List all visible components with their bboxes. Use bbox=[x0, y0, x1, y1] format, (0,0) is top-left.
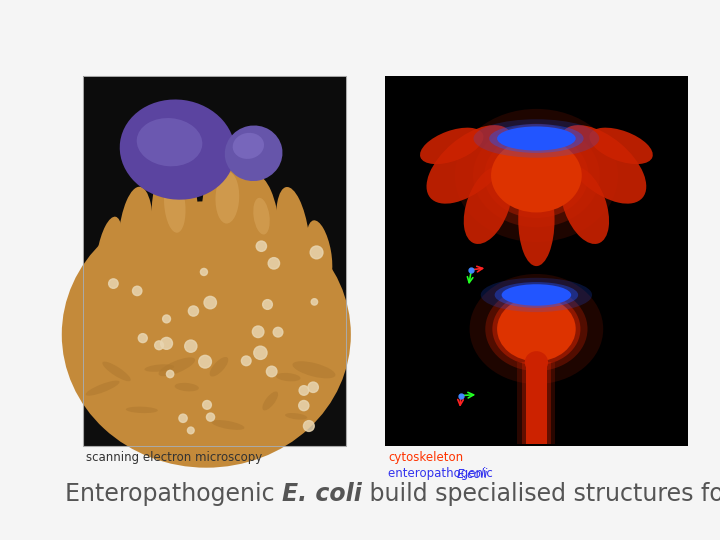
Ellipse shape bbox=[201, 146, 254, 286]
Text: E. coli: E. coli bbox=[282, 482, 362, 506]
Circle shape bbox=[163, 315, 171, 323]
Bar bbox=[518, 362, 555, 444]
Circle shape bbox=[166, 370, 174, 377]
Text: build specialised structures for adhesion: build specialised structures for adhesio… bbox=[362, 482, 720, 506]
Bar bbox=[526, 362, 547, 444]
Circle shape bbox=[263, 300, 272, 309]
Circle shape bbox=[308, 382, 318, 393]
Circle shape bbox=[179, 414, 187, 422]
Ellipse shape bbox=[175, 383, 199, 391]
Ellipse shape bbox=[158, 357, 195, 376]
Ellipse shape bbox=[262, 392, 278, 410]
Ellipse shape bbox=[492, 293, 580, 365]
Ellipse shape bbox=[145, 364, 174, 372]
Ellipse shape bbox=[292, 361, 336, 379]
Ellipse shape bbox=[243, 176, 281, 286]
Ellipse shape bbox=[518, 174, 554, 266]
Ellipse shape bbox=[497, 296, 576, 361]
Text: scanning electron microscopy: scanning electron microscopy bbox=[86, 450, 262, 463]
Ellipse shape bbox=[164, 178, 186, 233]
Circle shape bbox=[202, 401, 212, 409]
Ellipse shape bbox=[455, 109, 618, 242]
Ellipse shape bbox=[253, 198, 270, 234]
Ellipse shape bbox=[212, 420, 244, 430]
Circle shape bbox=[303, 421, 314, 431]
Circle shape bbox=[199, 355, 212, 368]
Ellipse shape bbox=[525, 351, 548, 373]
Circle shape bbox=[155, 341, 163, 350]
Circle shape bbox=[109, 279, 118, 288]
Ellipse shape bbox=[210, 357, 228, 376]
Ellipse shape bbox=[102, 362, 131, 381]
Ellipse shape bbox=[137, 118, 202, 166]
Circle shape bbox=[200, 268, 207, 275]
Circle shape bbox=[185, 340, 197, 352]
Text: Enteropathogenic: Enteropathogenic bbox=[65, 482, 282, 506]
Ellipse shape bbox=[276, 373, 300, 381]
Ellipse shape bbox=[96, 217, 122, 289]
Ellipse shape bbox=[474, 119, 599, 158]
Ellipse shape bbox=[473, 124, 600, 227]
Bar bbox=[83, 76, 346, 446]
Ellipse shape bbox=[215, 172, 239, 224]
Ellipse shape bbox=[469, 274, 603, 384]
Circle shape bbox=[268, 258, 279, 269]
Bar bbox=[83, 76, 346, 290]
Ellipse shape bbox=[420, 127, 483, 164]
Ellipse shape bbox=[306, 220, 333, 286]
Circle shape bbox=[256, 241, 266, 251]
Ellipse shape bbox=[489, 124, 584, 153]
Ellipse shape bbox=[481, 278, 592, 312]
Ellipse shape bbox=[560, 166, 609, 244]
Ellipse shape bbox=[285, 413, 307, 420]
Ellipse shape bbox=[276, 187, 310, 282]
Circle shape bbox=[310, 246, 323, 259]
Circle shape bbox=[132, 286, 142, 295]
Ellipse shape bbox=[485, 133, 588, 218]
Text: enteropathogenic: enteropathogenic bbox=[388, 468, 497, 481]
Ellipse shape bbox=[126, 407, 158, 413]
Circle shape bbox=[299, 386, 309, 395]
Circle shape bbox=[266, 366, 277, 377]
Circle shape bbox=[273, 327, 283, 337]
Circle shape bbox=[189, 306, 199, 316]
Text: E.coli: E.coli bbox=[456, 468, 487, 481]
Ellipse shape bbox=[590, 127, 653, 164]
Circle shape bbox=[241, 356, 251, 366]
Circle shape bbox=[207, 413, 215, 421]
Ellipse shape bbox=[502, 284, 571, 306]
Text: cytoskeleton: cytoskeleton bbox=[388, 451, 464, 464]
Circle shape bbox=[187, 427, 194, 434]
Ellipse shape bbox=[485, 287, 588, 371]
Ellipse shape bbox=[464, 166, 513, 244]
Ellipse shape bbox=[225, 125, 282, 181]
Circle shape bbox=[253, 346, 267, 360]
Bar bbox=[522, 362, 551, 444]
Ellipse shape bbox=[118, 187, 153, 290]
Ellipse shape bbox=[62, 201, 351, 468]
Circle shape bbox=[252, 326, 264, 338]
Circle shape bbox=[204, 296, 217, 309]
Bar bbox=[83, 76, 346, 446]
Ellipse shape bbox=[151, 150, 199, 298]
Circle shape bbox=[299, 401, 309, 411]
Bar bbox=[385, 76, 688, 446]
Circle shape bbox=[311, 299, 318, 305]
Ellipse shape bbox=[233, 133, 264, 159]
Ellipse shape bbox=[86, 381, 120, 396]
Ellipse shape bbox=[491, 138, 582, 212]
Circle shape bbox=[138, 334, 148, 342]
Ellipse shape bbox=[497, 126, 576, 151]
Ellipse shape bbox=[426, 125, 513, 204]
Circle shape bbox=[161, 338, 173, 349]
Ellipse shape bbox=[120, 99, 235, 200]
Ellipse shape bbox=[495, 282, 578, 308]
Ellipse shape bbox=[559, 125, 647, 204]
